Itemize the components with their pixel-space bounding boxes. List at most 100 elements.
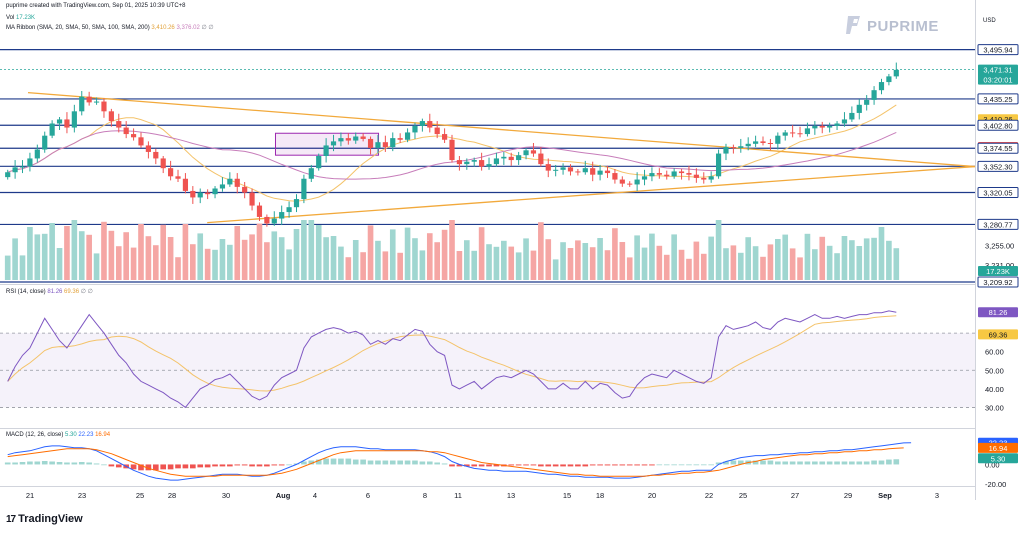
rsi-legend-suffix: ∅ ∅ bbox=[80, 289, 93, 295]
candle-body bbox=[612, 173, 618, 180]
price-label: 3,280.77 bbox=[983, 220, 1012, 229]
volume-bar bbox=[382, 251, 389, 280]
volume-bar bbox=[604, 250, 611, 280]
volume-bar bbox=[530, 250, 537, 280]
ma-ribbon-suffix: ∅ ∅ bbox=[201, 25, 214, 31]
rsi-axis-tick: 30.00 bbox=[985, 403, 1004, 412]
puprime-brand-name: PUPRIME bbox=[867, 18, 939, 35]
candle-body bbox=[279, 212, 285, 219]
macd-histogram-bar bbox=[234, 464, 241, 466]
candle-body bbox=[404, 132, 411, 140]
candle-body bbox=[878, 82, 885, 91]
macd-histogram-bar bbox=[338, 458, 344, 465]
macd-histogram-bar bbox=[575, 464, 581, 467]
volume-bar bbox=[108, 230, 115, 280]
candle-body bbox=[130, 134, 137, 138]
candle-body bbox=[123, 127, 129, 135]
volume-bar bbox=[767, 244, 774, 280]
volume-bar bbox=[152, 245, 159, 280]
volume-bar bbox=[686, 258, 692, 280]
candle-body bbox=[101, 101, 107, 112]
candle-body bbox=[27, 158, 33, 167]
volume-bar bbox=[4, 255, 11, 280]
rsi-legend-label: RSI (14, close) bbox=[6, 289, 46, 295]
macd-histogram-bar bbox=[863, 461, 870, 465]
macd-histogram-bar bbox=[71, 462, 78, 465]
price-label-tag bbox=[977, 187, 1019, 199]
macd-histogram-bar bbox=[812, 461, 818, 465]
macd-histogram-bar bbox=[323, 458, 329, 465]
rsi-line bbox=[7, 310, 897, 409]
volume-bar bbox=[501, 240, 507, 280]
price-pane[interactable] bbox=[0, 49, 976, 283]
volume-bar bbox=[797, 257, 803, 280]
candle-body bbox=[597, 170, 603, 175]
macd-histogram-bar bbox=[530, 464, 537, 466]
candle-body bbox=[530, 150, 537, 154]
volume-bar bbox=[656, 245, 663, 280]
macd-histogram-bar bbox=[678, 464, 685, 466]
macd-signal-line bbox=[7, 447, 904, 477]
ma-ribbon-label: MA Ribbon (SMA, 20, SMA, 50, SMA, 100, S… bbox=[6, 25, 150, 31]
macd-histogram-bar bbox=[849, 461, 855, 465]
macd-histogram-bar bbox=[389, 460, 396, 465]
candle-body bbox=[79, 96, 85, 112]
price-label: 3,374.55 bbox=[983, 144, 1012, 153]
volume-bar bbox=[634, 235, 640, 280]
candle-body bbox=[812, 125, 818, 129]
macd-histogram-bar bbox=[219, 464, 226, 467]
candle-body bbox=[464, 161, 470, 165]
candle-body bbox=[71, 111, 77, 128]
candle-body bbox=[738, 146, 744, 148]
volume-bar bbox=[471, 250, 478, 280]
volume-bar bbox=[315, 225, 322, 280]
candle-body bbox=[804, 128, 811, 135]
rsi-pane[interactable] bbox=[0, 310, 975, 409]
tradingview-logo[interactable]: 17 TradingView bbox=[6, 513, 83, 525]
volume-bar bbox=[441, 229, 448, 280]
candle-body bbox=[168, 168, 174, 177]
candle-body bbox=[434, 127, 440, 135]
macd-pane[interactable] bbox=[4, 442, 912, 481]
trendline bbox=[207, 165, 976, 224]
macd-histogram-bar bbox=[108, 464, 115, 467]
volume-bar bbox=[486, 244, 492, 280]
macd-histogram-bar bbox=[160, 464, 167, 470]
macd-histogram-bar bbox=[145, 464, 152, 471]
macd-histogram-bar bbox=[441, 463, 448, 465]
rsi-axis-tick: 60.00 bbox=[985, 348, 1004, 357]
candle-body bbox=[753, 141, 759, 144]
macd-histogram-bar bbox=[597, 464, 603, 466]
tradingview-logo-text: TradingView bbox=[18, 513, 83, 525]
macd-histogram-bar bbox=[456, 464, 463, 467]
time-axis[interactable]: 21 23 25 28 30 Aug 4 6 8 11 13 15 18 20 22 25 27 29 Sep 3 bbox=[26, 491, 939, 500]
macd-legend-label: MACD (12, 26, close) bbox=[6, 432, 64, 438]
macd-histogram-bar bbox=[352, 459, 359, 465]
macd-histogram-bar bbox=[360, 459, 366, 465]
candle-body bbox=[730, 147, 736, 149]
macd-histogram-bar bbox=[308, 460, 315, 465]
price-label-tag bbox=[977, 44, 1019, 56]
volume-bar bbox=[330, 236, 337, 280]
volume-bar bbox=[849, 240, 855, 280]
candle-body bbox=[782, 132, 788, 136]
candle-body bbox=[641, 176, 648, 180]
candle-body bbox=[575, 171, 581, 173]
macd-histogram-bar bbox=[190, 464, 196, 469]
macd-histogram-bar bbox=[686, 464, 692, 466]
macd-histogram-bar bbox=[656, 464, 663, 466]
ma-ribbon-legend: MA Ribbon (SMA, 20, SMA, 50, SMA, 100, S… bbox=[6, 24, 214, 31]
candle-body bbox=[790, 132, 796, 134]
candle-body bbox=[271, 218, 277, 224]
price-label: 3,352.30 bbox=[983, 162, 1012, 171]
volume-bar bbox=[782, 234, 789, 280]
volume-bar bbox=[241, 239, 248, 280]
candle-body bbox=[197, 192, 203, 198]
time-axis-tick: Aug bbox=[276, 491, 291, 500]
price-label-tag bbox=[977, 160, 1019, 172]
candle-body bbox=[442, 134, 448, 140]
volume-bar bbox=[64, 226, 70, 280]
volume-bar bbox=[278, 237, 285, 280]
macd-histogram-bar bbox=[545, 464, 552, 467]
